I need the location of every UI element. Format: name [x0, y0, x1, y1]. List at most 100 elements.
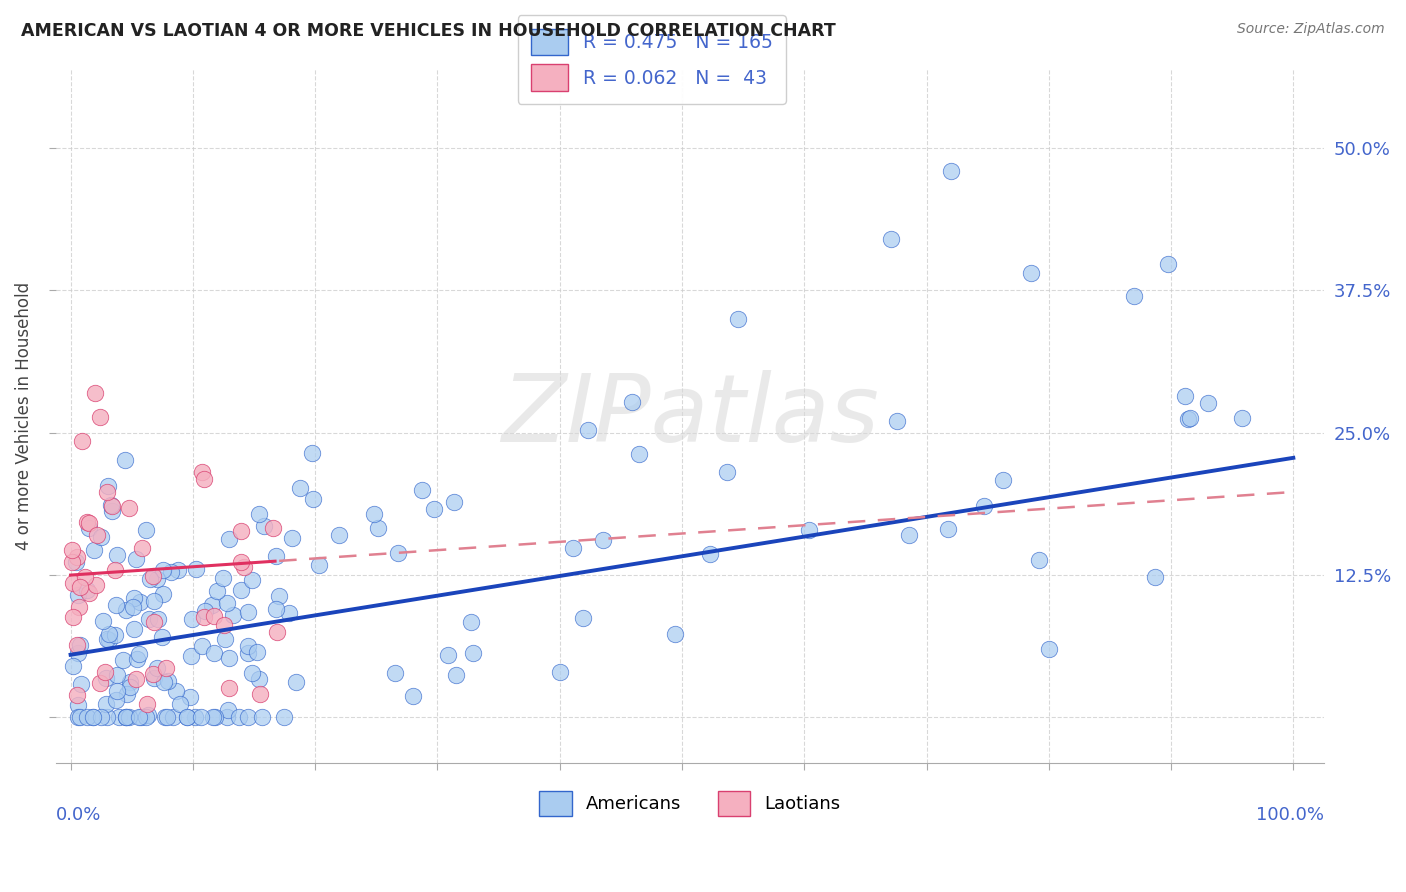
Point — [384, 666, 406, 681]
Point — [166, 564, 188, 578]
Point — [302, 492, 325, 507]
Point — [153, 675, 176, 690]
Point — [62, 610, 84, 624]
Point — [207, 583, 229, 598]
Point — [592, 533, 614, 548]
Point — [936, 522, 959, 536]
Text: Source: ZipAtlas.com: Source: ZipAtlas.com — [1237, 22, 1385, 37]
Point — [218, 681, 240, 695]
Point — [716, 466, 738, 480]
Point — [233, 559, 256, 574]
Point — [69, 710, 91, 724]
Point — [190, 639, 212, 653]
Point — [264, 549, 287, 564]
Point — [437, 648, 460, 662]
Point — [122, 591, 145, 605]
Point — [115, 710, 138, 724]
Point — [143, 593, 166, 607]
Point — [98, 633, 121, 648]
Point — [621, 395, 644, 409]
Point — [115, 603, 138, 617]
Point — [229, 555, 252, 569]
Point — [1144, 570, 1167, 584]
Point — [285, 675, 308, 690]
Point — [180, 612, 202, 626]
Point — [105, 668, 128, 682]
Point — [165, 683, 187, 698]
Point — [98, 626, 121, 640]
Point — [184, 562, 207, 576]
Point — [897, 528, 920, 542]
Point — [576, 423, 599, 437]
Point — [215, 596, 238, 610]
Point — [363, 507, 385, 521]
Legend: Americans, Laotians: Americans, Laotians — [531, 783, 848, 823]
Point — [443, 494, 465, 508]
Point — [67, 710, 90, 724]
Point — [105, 598, 128, 612]
Point — [194, 604, 217, 618]
Point — [100, 498, 122, 512]
Point — [191, 465, 214, 479]
Point — [1019, 267, 1042, 281]
Point — [70, 434, 93, 448]
Point — [159, 565, 181, 579]
Point — [288, 481, 311, 495]
Point — [571, 611, 593, 625]
Point — [217, 703, 239, 717]
Point — [114, 710, 136, 724]
Point — [217, 710, 239, 724]
Point — [120, 674, 142, 689]
Point — [308, 558, 330, 572]
Point — [229, 582, 252, 597]
Point — [218, 532, 240, 546]
Point — [89, 676, 111, 690]
Point — [125, 673, 148, 687]
Point — [118, 710, 141, 724]
Text: 100.0%: 100.0% — [1256, 806, 1324, 824]
Point — [218, 651, 240, 665]
Point — [82, 710, 104, 724]
Point — [138, 612, 160, 626]
Point — [281, 531, 304, 545]
Point — [156, 710, 179, 724]
Point — [86, 527, 108, 541]
Point — [122, 623, 145, 637]
Point — [136, 708, 159, 723]
Point — [62, 658, 84, 673]
Point — [125, 652, 148, 666]
Point — [202, 710, 225, 724]
Point — [176, 710, 198, 724]
Point — [249, 687, 271, 701]
Point — [65, 555, 87, 569]
Point — [142, 568, 165, 582]
Point — [124, 552, 146, 566]
Point — [228, 710, 250, 724]
Point — [444, 668, 467, 682]
Point — [1174, 388, 1197, 402]
Point — [229, 524, 252, 538]
Point — [886, 415, 908, 429]
Point — [236, 639, 259, 653]
Point — [76, 515, 98, 529]
Point — [84, 386, 107, 401]
Point — [1177, 411, 1199, 425]
Point — [129, 595, 152, 609]
Point — [150, 630, 173, 644]
Point — [664, 626, 686, 640]
Point — [222, 608, 245, 623]
Point — [91, 614, 114, 628]
Point — [135, 710, 157, 724]
Point — [70, 677, 93, 691]
Point — [202, 646, 225, 660]
Point — [114, 452, 136, 467]
Point — [120, 680, 142, 694]
Point — [991, 473, 1014, 487]
Point — [169, 697, 191, 711]
Point — [190, 710, 212, 724]
Point — [129, 710, 152, 724]
Point — [422, 502, 444, 516]
Point — [66, 588, 89, 602]
Point — [367, 521, 389, 535]
Point — [83, 543, 105, 558]
